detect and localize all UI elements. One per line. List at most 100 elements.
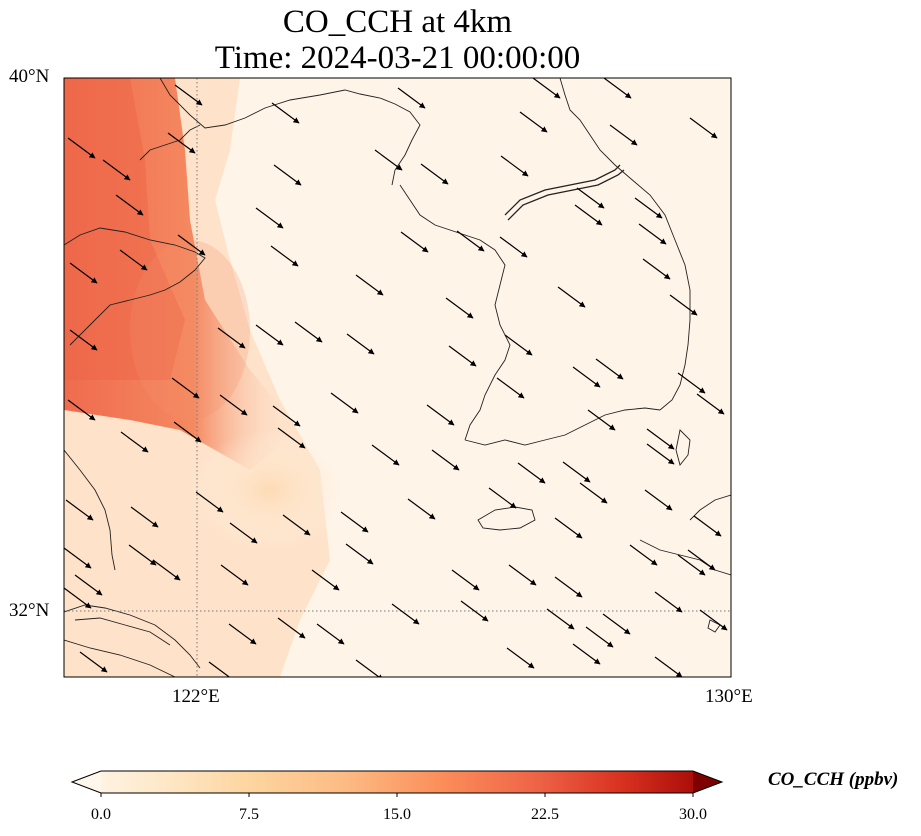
wind-arrow: [557, 286, 586, 308]
title-line-2: Time: 2024-03-21 00:00:00: [214, 40, 581, 76]
wind-arrow: [504, 334, 533, 356]
wind-arrow: [445, 297, 474, 319]
wind-arrow: [634, 197, 663, 219]
wind-arrow: [646, 443, 675, 465]
wind-arrow: [228, 623, 257, 645]
coastlines: [64, 78, 731, 677]
wind-arrow: [64, 587, 92, 609]
wind-arrow: [115, 194, 144, 216]
lat-label-32: 32°N: [9, 600, 50, 621]
wind-arrow: [519, 111, 548, 133]
wind-arrow: [669, 294, 698, 316]
wind-arrow: [74, 574, 103, 596]
wind-arrow: [152, 559, 181, 581]
wind-arrow: [294, 321, 323, 343]
wind-arrow: [532, 78, 561, 99]
wind-arrow: [340, 511, 369, 533]
title-line-1: CO_CCH at 4km: [282, 4, 513, 40]
wind-arrow: [271, 102, 300, 124]
wind-arrow: [345, 543, 374, 565]
wind-arrow: [546, 608, 575, 630]
wind-arrow: [451, 569, 480, 591]
wind-arrow: [499, 236, 528, 258]
wind-arrow: [488, 487, 517, 509]
colorbar-tick-1: 7.5: [239, 806, 259, 823]
colorbar-tick-2: 15.0: [383, 806, 411, 823]
wind-arrow: [400, 231, 429, 253]
wind-arrow: [217, 327, 246, 349]
wind-arrow: [609, 124, 638, 146]
wind-arrow: [644, 489, 673, 511]
colorbar: [70, 770, 724, 797]
wind-arrow: [448, 345, 477, 367]
wind-arrow: [687, 549, 716, 571]
wind-arrow: [119, 249, 148, 271]
wind-arrow: [506, 647, 535, 669]
wind-arrow: [219, 394, 248, 416]
wind-arrow: [255, 324, 284, 346]
wind-arrow: [426, 404, 455, 426]
lat-label-40: 40°N: [9, 66, 50, 87]
wind-arrow: [576, 187, 605, 209]
wind-arrow: [374, 149, 403, 171]
wind-arrow: [677, 372, 706, 394]
wind-arrow: [173, 421, 202, 443]
wind-arrow: [255, 207, 284, 229]
wind-arrow: [273, 164, 302, 186]
wind-arrow: [65, 499, 94, 521]
wind-arrow: [508, 564, 537, 586]
wind-arrow: [602, 613, 631, 635]
wind-arrow: [208, 661, 237, 677]
wind-arrow: [371, 444, 400, 466]
wind-arrow: [642, 258, 671, 280]
wind-arrow: [407, 498, 436, 520]
wind-arrow: [177, 234, 206, 256]
wind-arrow: [316, 623, 345, 645]
wind-arrow: [696, 393, 725, 415]
wind-arrow: [585, 626, 614, 648]
wind-arrow: [355, 274, 384, 296]
wind-arrow: [646, 428, 675, 450]
wind-arrow: [693, 515, 722, 537]
wind-arrow: [128, 544, 157, 566]
wind-arrow: [554, 576, 583, 598]
wind-arrow: [330, 392, 359, 414]
wind-arrow: [102, 159, 131, 181]
wind-arrow: [699, 609, 728, 631]
wind-vectors: [64, 78, 728, 677]
map-frame: [63, 77, 732, 678]
wind-arrow: [629, 544, 658, 566]
colorbar-tick-0: 0.0: [91, 806, 111, 823]
wind-arrow: [79, 651, 108, 673]
colorbar-tick-4: 30.0: [679, 806, 707, 823]
wind-arrow: [654, 591, 683, 613]
concentration-field: [64, 78, 731, 677]
wind-arrow: [397, 87, 426, 109]
wind-arrow: [587, 409, 616, 431]
wind-arrow: [420, 163, 449, 185]
wind-arrow: [67, 137, 96, 159]
wind-arrow: [603, 78, 632, 99]
wind-arrow: [130, 506, 159, 528]
wind-arrow: [220, 564, 249, 586]
gridlines: [64, 78, 731, 677]
wind-arrow: [391, 603, 420, 625]
wind-arrow: [311, 569, 340, 591]
wind-arrow: [167, 132, 196, 154]
wind-arrow: [195, 491, 224, 513]
wind-arrow: [64, 547, 92, 569]
wind-arrow: [574, 204, 603, 226]
wind-arrow: [229, 522, 258, 544]
wind-arrow: [677, 554, 706, 576]
wind-arrow: [431, 449, 460, 471]
colorbar-label: CO_CCH (ppbv): [768, 769, 899, 790]
wind-arrow: [579, 482, 608, 504]
wind-arrow: [69, 329, 98, 351]
wind-arrow: [689, 117, 718, 139]
lon-label-122: 122°E: [172, 686, 220, 707]
wind-arrow: [277, 427, 306, 449]
wind-arrow: [460, 600, 489, 622]
wind-arrow: [69, 262, 98, 284]
wind-arrow: [277, 617, 306, 639]
